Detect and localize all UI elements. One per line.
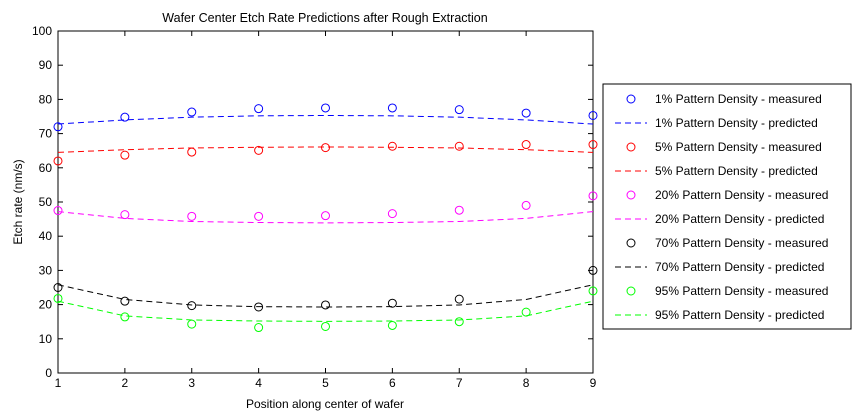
data-point bbox=[588, 110, 598, 120]
x-tick-label: 1 bbox=[55, 376, 62, 390]
x-tick-label: 5 bbox=[322, 376, 329, 390]
chart-title: Wafer Center Etch Rate Predictions after… bbox=[162, 11, 487, 25]
data-point bbox=[454, 317, 464, 327]
legend-marker-swatch bbox=[626, 94, 636, 104]
legend-entry-label: 95% Pattern Density - predicted bbox=[655, 308, 824, 322]
data-point bbox=[254, 211, 264, 221]
y-tick-label: 0 bbox=[45, 366, 52, 380]
legend-marker-swatch bbox=[626, 238, 636, 248]
legend-marker-swatch bbox=[626, 190, 636, 200]
y-tick-label: 60 bbox=[39, 161, 53, 175]
data-point bbox=[387, 103, 397, 113]
data-point bbox=[521, 307, 531, 317]
y-tick-label: 20 bbox=[39, 298, 53, 312]
data-point bbox=[187, 211, 197, 221]
legend-marker-swatch bbox=[626, 286, 636, 296]
data-point bbox=[321, 103, 330, 113]
data-point bbox=[588, 286, 598, 296]
data-point bbox=[254, 145, 264, 155]
series-line-7 bbox=[57, 284, 594, 308]
series-line-9 bbox=[57, 300, 594, 322]
x-tick-label: 2 bbox=[122, 376, 129, 390]
legend-entry-label: 5% Pattern Density - predicted bbox=[655, 164, 818, 178]
y-axis-label: Etch rate (nm/s) bbox=[11, 159, 25, 244]
data-point bbox=[454, 105, 464, 115]
data-point bbox=[321, 143, 330, 153]
legend-entry-label: 20% Pattern Density - measured bbox=[655, 188, 828, 202]
data-point bbox=[53, 283, 63, 292]
data-point bbox=[53, 206, 63, 216]
series-line-3 bbox=[57, 146, 594, 153]
data-point bbox=[187, 107, 197, 117]
data-point bbox=[120, 210, 130, 220]
y-tick-label: 90 bbox=[39, 58, 53, 72]
data-point bbox=[187, 301, 197, 311]
legend-entry-label: 95% Pattern Density - measured bbox=[655, 284, 828, 298]
x-tick-label: 9 bbox=[590, 376, 597, 390]
data-point bbox=[53, 156, 63, 166]
data-point bbox=[454, 141, 464, 151]
data-point bbox=[387, 298, 397, 308]
data-point bbox=[454, 294, 464, 304]
legend-entry-label: 1% Pattern Density - predicted bbox=[655, 116, 818, 130]
legend-entry-label: 5% Pattern Density - measured bbox=[655, 140, 822, 154]
x-tick-label: 6 bbox=[389, 376, 396, 390]
data-point bbox=[53, 122, 63, 132]
legend-entry-label: 20% Pattern Density - predicted bbox=[655, 212, 824, 226]
data-point bbox=[521, 108, 531, 118]
y-tick-label: 70 bbox=[39, 127, 53, 141]
legend-entry-label: 1% Pattern Density - measured bbox=[655, 92, 822, 106]
y-tick-label: 100 bbox=[32, 24, 52, 38]
legend-box bbox=[602, 83, 852, 330]
data-point bbox=[521, 140, 531, 150]
x-tick-label: 3 bbox=[188, 376, 195, 390]
x-tick-label: 8 bbox=[523, 376, 530, 390]
y-tick-label: 30 bbox=[39, 263, 53, 277]
legend-entry-label: 70% Pattern Density - measured bbox=[655, 236, 828, 250]
y-tick-label: 10 bbox=[39, 332, 53, 346]
data-point bbox=[53, 293, 63, 303]
data-point bbox=[120, 112, 130, 122]
x-tick-label: 7 bbox=[456, 376, 463, 390]
data-point bbox=[387, 209, 397, 219]
data-point bbox=[588, 265, 598, 275]
y-tick-label: 40 bbox=[39, 229, 53, 243]
data-point bbox=[120, 296, 130, 306]
data-point bbox=[387, 141, 397, 151]
x-tick-label: 4 bbox=[255, 376, 262, 390]
data-point bbox=[321, 321, 330, 331]
y-tick-label: 50 bbox=[39, 195, 53, 209]
x-axis-label: Position along center of wafer bbox=[246, 397, 404, 411]
legend: 1% Pattern Density - measured 1% Pattern … bbox=[602, 83, 852, 330]
data-point bbox=[254, 302, 264, 312]
legend-entry-label: 70% Pattern Density - predicted bbox=[655, 260, 824, 274]
data-point bbox=[521, 200, 531, 210]
data-point bbox=[588, 191, 598, 201]
data-point bbox=[254, 104, 264, 114]
data-point bbox=[387, 320, 397, 330]
data-point bbox=[321, 211, 330, 221]
data-point bbox=[254, 323, 264, 333]
data-point bbox=[588, 140, 598, 150]
data-point bbox=[120, 150, 130, 160]
legend-marker-swatch bbox=[626, 142, 636, 152]
data-point bbox=[120, 312, 130, 322]
y-tick-label: 80 bbox=[39, 92, 53, 106]
data-point bbox=[454, 205, 464, 215]
data-point bbox=[321, 300, 330, 310]
